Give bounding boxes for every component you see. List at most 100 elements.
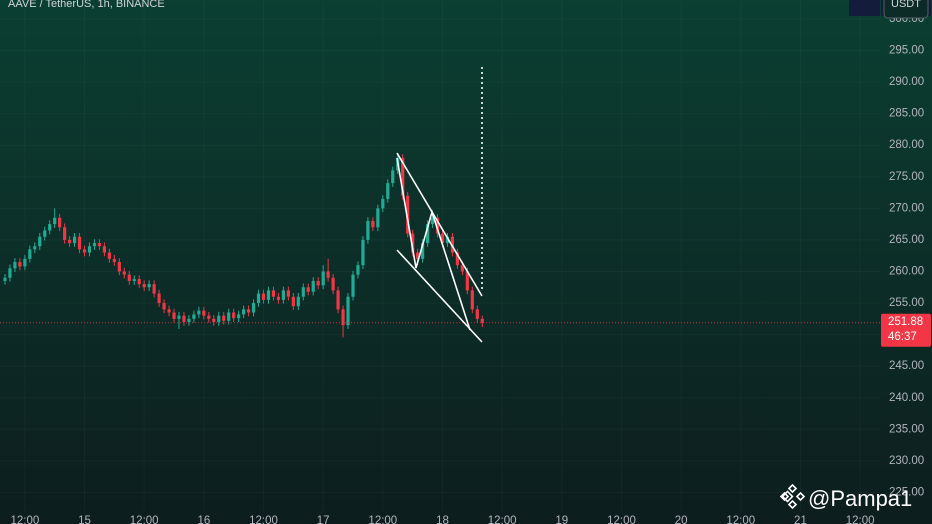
candle-body bbox=[237, 314, 241, 319]
candle-body bbox=[117, 262, 121, 272]
candle-body bbox=[177, 315, 181, 319]
candle-body bbox=[306, 287, 310, 292]
candle-body bbox=[256, 293, 261, 304]
candle-body bbox=[371, 220, 375, 228]
candle-body bbox=[411, 233, 415, 253]
candle-body bbox=[227, 312, 231, 321]
zigzag-line bbox=[396, 157, 471, 331]
candle-body bbox=[157, 293, 161, 304]
candle-body bbox=[445, 236, 450, 244]
candle-body bbox=[450, 236, 455, 253]
candle-body bbox=[276, 296, 281, 300]
candle-body bbox=[167, 309, 171, 313]
candle-body bbox=[107, 252, 111, 259]
x-tick-label: 12:00 bbox=[726, 515, 755, 524]
candle-body bbox=[207, 315, 211, 319]
candle-body bbox=[361, 239, 365, 266]
candle-body bbox=[351, 274, 355, 297]
candle-body bbox=[202, 310, 206, 316]
candle-body bbox=[416, 252, 420, 259]
candle-body bbox=[58, 217, 62, 228]
candle-body bbox=[455, 252, 460, 266]
candle-body bbox=[192, 314, 196, 319]
candle-body bbox=[321, 271, 325, 286]
low-tag-box bbox=[852, 0, 880, 16]
candle-body bbox=[217, 315, 221, 322]
y-tick-label: 265.00 bbox=[889, 234, 924, 246]
x-tick-label: 12:00 bbox=[10, 515, 39, 524]
candle-body bbox=[3, 277, 7, 281]
candle-body bbox=[232, 312, 236, 319]
candle-body bbox=[38, 236, 42, 247]
candle-body bbox=[53, 217, 57, 225]
candle-body bbox=[286, 290, 290, 297]
candle-body bbox=[142, 284, 146, 288]
candle-body bbox=[242, 309, 246, 315]
candle-body bbox=[470, 290, 474, 310]
candle-body bbox=[261, 293, 266, 300]
candle-body bbox=[271, 290, 276, 297]
candle-body bbox=[162, 303, 166, 310]
y-tick-label: 285.00 bbox=[889, 108, 924, 120]
candle-body bbox=[43, 230, 47, 237]
candle-body bbox=[92, 243, 97, 247]
y-tick-label: 280.00 bbox=[889, 139, 924, 151]
candle-body bbox=[23, 258, 27, 267]
candle-body bbox=[401, 157, 405, 196]
candle-body bbox=[182, 315, 186, 322]
y-tick-label: 255.00 bbox=[889, 297, 924, 309]
candle-body bbox=[391, 170, 395, 184]
watermark: @Pampa1 bbox=[808, 486, 912, 511]
candle-body bbox=[137, 279, 141, 285]
candle-body bbox=[212, 318, 216, 322]
candle-body bbox=[366, 220, 370, 240]
candle-body bbox=[425, 224, 430, 244]
chart-title: AAVE / TetherUS, 1h, BINANCE bbox=[8, 0, 165, 10]
candle-body bbox=[48, 224, 52, 231]
candle-body bbox=[440, 233, 445, 244]
candle-body bbox=[28, 249, 32, 259]
candle-body bbox=[33, 246, 37, 250]
y-tick-label: 245.00 bbox=[889, 360, 924, 372]
x-tick-label: 15 bbox=[78, 515, 91, 524]
candle-body bbox=[68, 239, 72, 244]
candle-body bbox=[356, 265, 360, 275]
candle-body bbox=[465, 271, 469, 291]
last-price-box bbox=[881, 313, 931, 347]
candle-body bbox=[406, 195, 410, 234]
candle-body bbox=[291, 296, 295, 307]
x-tick-label: 16 bbox=[197, 515, 210, 524]
candle-body bbox=[296, 296, 300, 307]
wedge-upper-line bbox=[396, 152, 483, 297]
candle-body bbox=[112, 258, 116, 262]
candle-body bbox=[147, 284, 151, 288]
x-tick-label: 12:00 bbox=[249, 515, 278, 524]
y-tick-label: 240.00 bbox=[889, 392, 924, 404]
candle-body bbox=[97, 243, 102, 247]
candle-body bbox=[172, 312, 176, 319]
candle-body bbox=[187, 318, 191, 322]
candle-body bbox=[480, 318, 484, 323]
candle-body bbox=[376, 208, 380, 228]
candle-body bbox=[346, 296, 350, 326]
candle-body bbox=[246, 309, 251, 313]
last-price-label: 251.88 bbox=[888, 316, 923, 328]
x-tick-label: 12:00 bbox=[130, 515, 159, 524]
wedge-lower-line bbox=[396, 249, 483, 343]
candle-body bbox=[13, 262, 17, 269]
x-tick-label: 17 bbox=[317, 515, 330, 524]
currency-box bbox=[883, 0, 929, 19]
candle-body bbox=[152, 284, 156, 294]
y-tick-label: 290.00 bbox=[889, 76, 924, 88]
currency-label: USDT bbox=[891, 0, 921, 10]
countdown-label: 46:37 bbox=[888, 331, 917, 343]
candle-body bbox=[8, 268, 12, 278]
candle-body bbox=[311, 280, 315, 292]
candle-body bbox=[381, 198, 385, 209]
candle-body bbox=[435, 217, 440, 234]
x-tick-label: 18 bbox=[436, 515, 449, 524]
